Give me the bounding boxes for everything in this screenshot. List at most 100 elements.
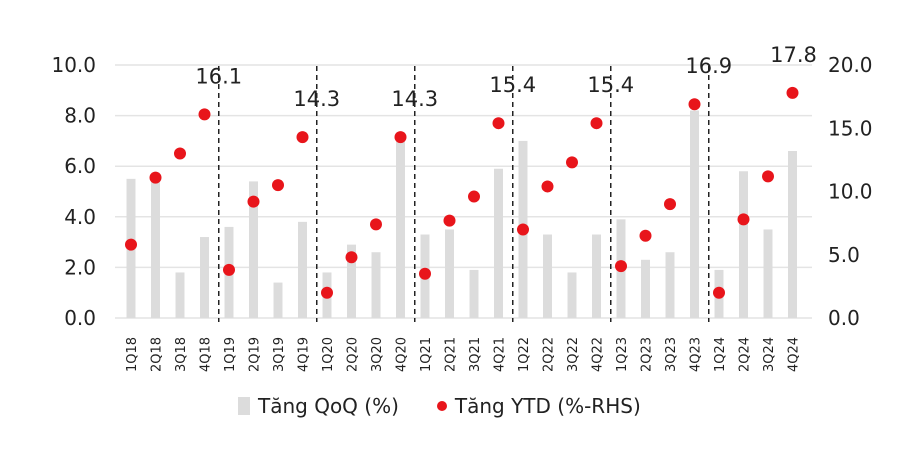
- data-point: [419, 267, 431, 280]
- x-tick-label: 3Q19: [272, 337, 287, 372]
- y-tick-label: 0.0: [64, 306, 96, 330]
- data-point: [762, 170, 774, 183]
- legend-swatch-qoq: [238, 397, 250, 415]
- data-point: [615, 260, 627, 273]
- data-point: [223, 263, 235, 276]
- x-tick-label: 4Q21: [493, 337, 508, 372]
- legend-label-qoq: Tăng QoQ (%): [258, 394, 399, 418]
- chart: 0.0 2.0 4.0 6.0 8.0 10.0 0.0 5.0 10.0 15.0 20.0 16.…: [51, 43, 873, 372]
- x-tick-label: 4Q19: [297, 337, 312, 372]
- bar: [175, 272, 185, 318]
- y2-tick-label: 0.0: [828, 306, 860, 330]
- data-point: [713, 286, 725, 299]
- x-tick-label: 2Q23: [640, 337, 655, 372]
- x-tick-label: 4Q24: [787, 337, 802, 372]
- x-tick-label: 2Q20: [346, 337, 361, 372]
- data-point: [492, 117, 505, 130]
- data-point: [590, 117, 603, 130]
- bar: [469, 269, 479, 318]
- x-tick-label: 2Q21: [444, 337, 459, 372]
- data-point: [639, 229, 652, 242]
- annotation-label: 14.3: [293, 87, 340, 111]
- bar: [788, 151, 797, 318]
- x-tick-label: 2Q18: [150, 337, 165, 372]
- y2-tick-label: 20.0: [828, 53, 873, 77]
- bar: [641, 259, 650, 318]
- data-point: [664, 198, 676, 211]
- x-tick-label: 3Q23: [664, 337, 679, 372]
- data-point: [688, 98, 701, 111]
- y2-tick-label: 15.0: [828, 116, 873, 140]
- x-tick-label: 2Q22: [542, 337, 557, 372]
- data-point: [517, 223, 529, 236]
- data-point: [394, 131, 407, 144]
- x-tick-label: 3Q20: [370, 337, 385, 372]
- bar: [249, 181, 258, 318]
- x-tick-label: 4Q22: [591, 337, 606, 372]
- y-tick-label: 6.0: [64, 154, 96, 178]
- x-tick-label: 1Q21: [419, 337, 434, 372]
- bar: [543, 234, 552, 318]
- x-tick-label: 1Q18: [125, 337, 140, 372]
- data-point: [737, 213, 750, 226]
- bar: [665, 252, 675, 318]
- data-point: [370, 218, 382, 231]
- x-tick-label: 2Q24: [738, 337, 753, 372]
- bar: [200, 237, 209, 318]
- y-tick-label: 4.0: [64, 205, 96, 229]
- x-tick-label: 2Q19: [248, 337, 263, 372]
- x-tick-label: 1Q20: [321, 337, 336, 372]
- bar: [298, 221, 307, 318]
- data-point: [198, 108, 211, 121]
- x-tick-label: 1Q23: [615, 337, 630, 372]
- x-tick-label: 1Q19: [223, 337, 238, 372]
- y2-tick-label: 5.0: [828, 243, 860, 267]
- data-point: [786, 86, 799, 99]
- data-point: [321, 286, 333, 299]
- annotation-label: 15.4: [587, 73, 634, 97]
- x-tick-label: 3Q21: [468, 337, 483, 372]
- annotation-label: 15.4: [489, 73, 536, 97]
- data-point: [541, 180, 554, 193]
- y-tick-label: 10.0: [51, 53, 96, 77]
- bar: [690, 110, 699, 318]
- x-tick-label: 3Q22: [566, 337, 581, 372]
- legend: Tăng QoQ (%) Tăng YTD (%-RHS): [238, 394, 641, 418]
- bar: [347, 244, 356, 318]
- data-point: [468, 190, 480, 203]
- data-point: [345, 251, 358, 264]
- data-point: [443, 214, 456, 227]
- bar: [763, 229, 773, 318]
- data-point: [125, 238, 137, 251]
- x-tick-label: 4Q18: [199, 337, 214, 372]
- annotation-label: 16.1: [195, 64, 242, 88]
- annotation-label: 16.9: [685, 54, 732, 78]
- y-tick-label: 2.0: [64, 255, 96, 279]
- y-tick-label: 8.0: [64, 104, 96, 128]
- bar: [445, 229, 454, 318]
- bar: [273, 282, 283, 318]
- bar: [494, 168, 503, 318]
- data-point: [174, 147, 186, 160]
- annotation-label: 17.8: [770, 43, 817, 67]
- bar: [396, 138, 405, 318]
- x-tick-label: 3Q18: [174, 337, 189, 372]
- bar: [739, 171, 748, 318]
- x-tick-label: 4Q23: [689, 337, 704, 372]
- data-point: [247, 195, 260, 208]
- x-tick-label: 1Q24: [713, 337, 728, 372]
- x-tick-label: 4Q20: [395, 337, 410, 372]
- legend-swatch-ytd: [436, 401, 447, 411]
- x-tick-label: 1Q22: [517, 337, 532, 372]
- legend-label-ytd: Tăng YTD (%-RHS): [454, 394, 641, 418]
- bar: [567, 272, 577, 318]
- x-tick-label: 3Q24: [762, 337, 777, 372]
- data-point: [296, 131, 309, 144]
- data-point: [149, 171, 162, 184]
- y2-tick-label: 10.0: [828, 180, 873, 204]
- data-point: [272, 179, 284, 192]
- bar: [371, 252, 381, 318]
- bar: [151, 178, 160, 318]
- bar: [592, 234, 601, 318]
- data-point: [566, 156, 578, 169]
